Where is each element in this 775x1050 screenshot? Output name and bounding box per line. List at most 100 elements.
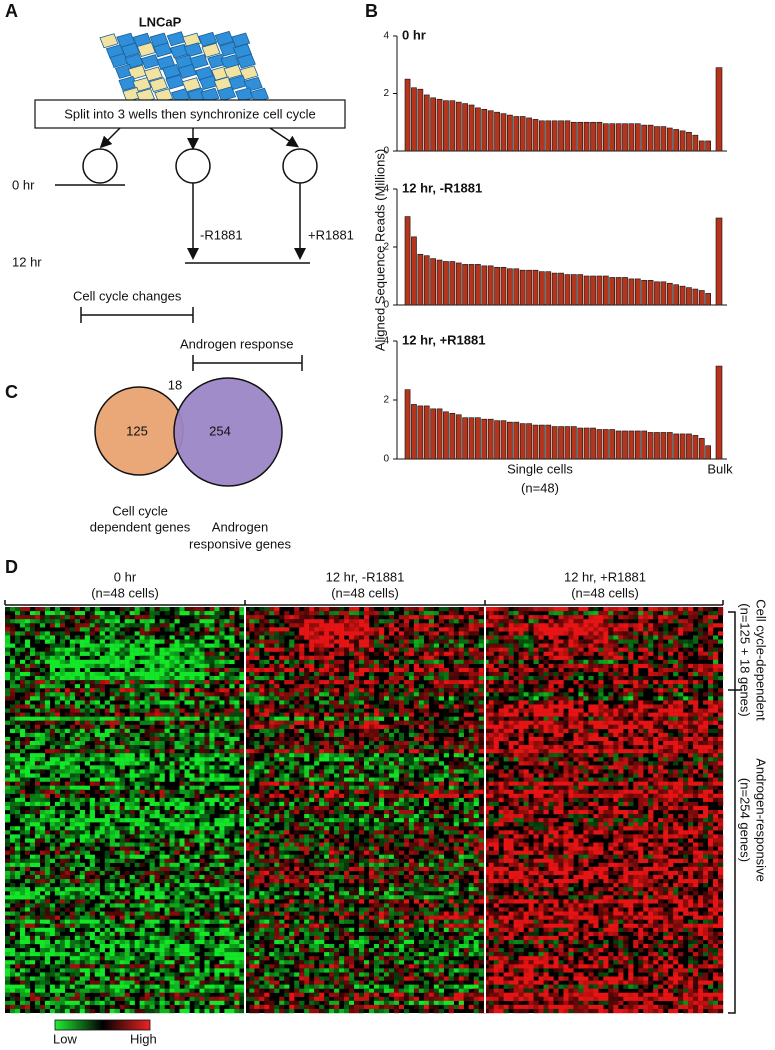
heatmap-cell (668, 721, 673, 725)
heatmap-cell (678, 773, 683, 777)
heatmap-cell (105, 733, 110, 737)
heatmap-cell (663, 721, 668, 725)
heatmap-cell (185, 769, 190, 773)
heatmap-cell (105, 672, 110, 676)
heatmap-cell (633, 717, 638, 721)
heatmap-cell (598, 684, 603, 688)
heatmap-cell (65, 627, 70, 631)
heatmap-cell (583, 631, 588, 635)
heatmap-cell (170, 627, 175, 631)
bar (469, 418, 474, 459)
heatmap-cell (289, 676, 294, 680)
heatmap-cell (120, 607, 125, 611)
heatmap-cell (234, 749, 239, 753)
heatmap-cell (693, 725, 698, 729)
heatmap-cell (25, 652, 30, 656)
heatmap-cell (329, 717, 334, 721)
heatmap-cell (234, 607, 239, 611)
heatmap-cell (379, 644, 384, 648)
heatmap-cell (35, 717, 40, 721)
heatmap-cell (369, 676, 374, 680)
heatmap-cell (409, 660, 414, 664)
heatmap-cell (454, 684, 459, 688)
heatmap-cell (489, 749, 494, 753)
heatmap-cell (708, 652, 713, 656)
heatmap-cell (199, 700, 204, 704)
heatmap-cell (110, 729, 115, 733)
heatmap-cell (80, 733, 85, 737)
heatmap-cell (479, 680, 484, 684)
heatmap-cell (20, 648, 25, 652)
heatmap-cell (439, 684, 444, 688)
heatmap-cell (474, 721, 479, 725)
heatmap-cell (110, 773, 115, 777)
heatmap-cell (279, 713, 284, 717)
heatmap-cell (588, 713, 593, 717)
heatmap-cell (494, 623, 499, 627)
heatmap-cell (40, 619, 45, 623)
heatmap-cell (214, 619, 219, 623)
heatmap-cell (509, 696, 514, 700)
heatmap-cell (459, 672, 464, 676)
heatmap-cell (464, 672, 469, 676)
heatmap-cell (618, 749, 623, 753)
heatmap-cell (653, 680, 658, 684)
heatmap-cell (120, 721, 125, 725)
heatmap-cell (658, 709, 663, 713)
heatmap-cell (155, 692, 160, 696)
heatmap-cell (314, 725, 319, 729)
heatmap-cell (354, 773, 359, 777)
heatmap-cell (718, 700, 723, 704)
heatmap-cell (259, 769, 264, 773)
heatmap-cell (409, 773, 414, 777)
bar (693, 435, 698, 459)
heatmap-cell (573, 619, 578, 623)
heatmap-cell (598, 704, 603, 708)
heatmap-cell (180, 656, 185, 660)
heatmap-cell (249, 672, 254, 676)
heatmap-cell (45, 631, 50, 635)
heatmap-cell (673, 660, 678, 664)
heatmap-cell (5, 741, 10, 745)
heatmap-cell (563, 713, 568, 717)
heatmap-cell (718, 749, 723, 753)
heatmap-cell (160, 704, 165, 708)
heatmap-cell (369, 696, 374, 700)
heatmap-cell (598, 664, 603, 668)
heatmap-cell (175, 660, 180, 664)
heatmap-cell (638, 656, 643, 660)
heatmap-cell (40, 757, 45, 761)
bar (680, 286, 685, 305)
heatmap-cell (573, 644, 578, 648)
heatmap-cell (658, 619, 663, 623)
heatmap-cell (539, 717, 544, 721)
heatmap-cell (135, 745, 140, 749)
heatmap-cell (309, 688, 314, 692)
heatmap-cell (25, 684, 30, 688)
heatmap-cell (334, 757, 339, 761)
heatmap-cell (269, 753, 274, 757)
heatmap-cell (30, 652, 35, 656)
heatmap-cell (548, 721, 553, 725)
heatmap-cell (85, 721, 90, 725)
heatmap-cell (224, 765, 229, 769)
heatmap-cell (618, 721, 623, 725)
heatmap-cell (603, 639, 608, 643)
heatmap-cell (294, 757, 299, 761)
heatmap-cell (504, 664, 509, 668)
heatmap-cell (15, 713, 20, 717)
bar (527, 118, 532, 151)
heatmap-cell (125, 692, 130, 696)
heatmap-cell (140, 769, 145, 773)
heatmap-cell (623, 713, 628, 717)
heatmap-cell (10, 619, 15, 623)
heatmap-cell (379, 737, 384, 741)
heatmap-cell (514, 611, 519, 615)
heatmap-cell (678, 656, 683, 660)
heatmap-cell (504, 611, 509, 615)
heatmap-cell (274, 627, 279, 631)
heatmap-cell (85, 737, 90, 741)
heatmap-cell (658, 652, 663, 656)
heatmap-cell (643, 611, 648, 615)
heatmap-cell (30, 761, 35, 765)
